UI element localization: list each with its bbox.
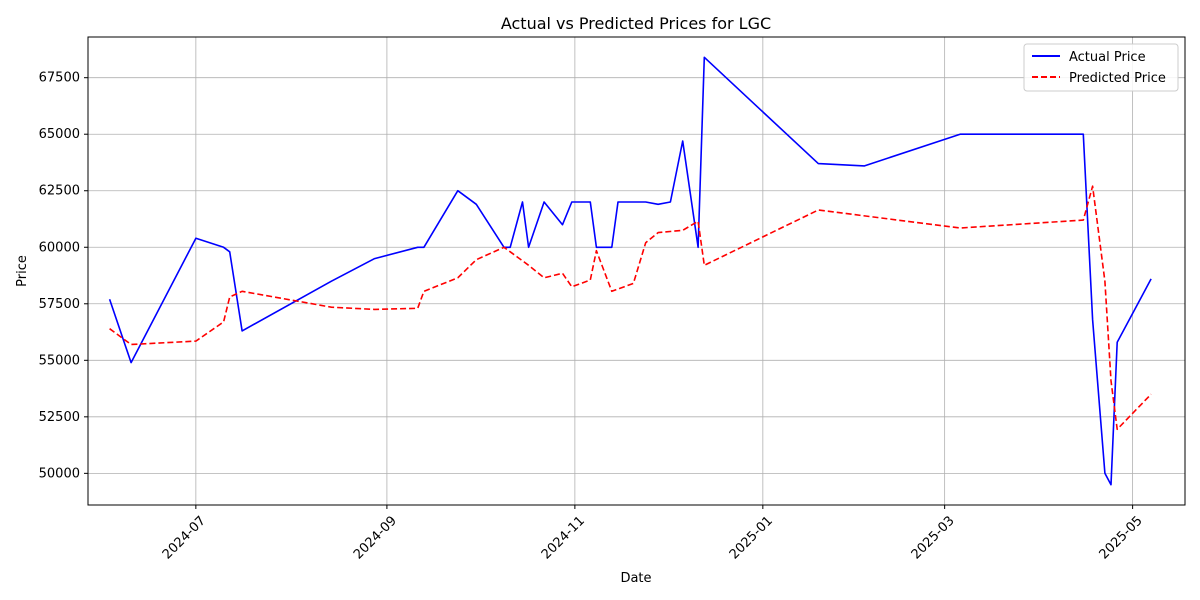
series-layer — [108, 56, 1152, 486]
y-tick-label: 52500 — [39, 410, 80, 425]
y-tick-label: 62500 — [39, 184, 80, 199]
plot-frame — [87, 36, 1186, 506]
series-line-predicted — [109, 185, 1152, 431]
y-ticks: 50000 52500 55000 57500 60000 62500 65000 67500 — [39, 71, 88, 481]
chart-title: Actual vs Predicted Prices for LGC — [501, 14, 771, 33]
series-line-actual — [108, 56, 1152, 486]
y-tick-label: 65000 — [39, 127, 80, 142]
y-tick-label: 60000 — [39, 240, 80, 255]
y-axis-label: Price — [15, 255, 30, 287]
legend: Actual Price Predicted Price — [1023, 43, 1179, 92]
y-tick-label: 55000 — [39, 353, 80, 368]
legend-box — [1023, 43, 1179, 92]
y-tick-label: 67500 — [39, 71, 80, 86]
y-tick-label: 50000 — [39, 466, 80, 481]
x-axis-label: Date — [620, 571, 651, 586]
legend-label-actual: Actual Price — [1069, 50, 1146, 65]
y-tick-label: 57500 — [39, 297, 80, 312]
legend-label-predicted: Predicted Price — [1069, 71, 1166, 86]
